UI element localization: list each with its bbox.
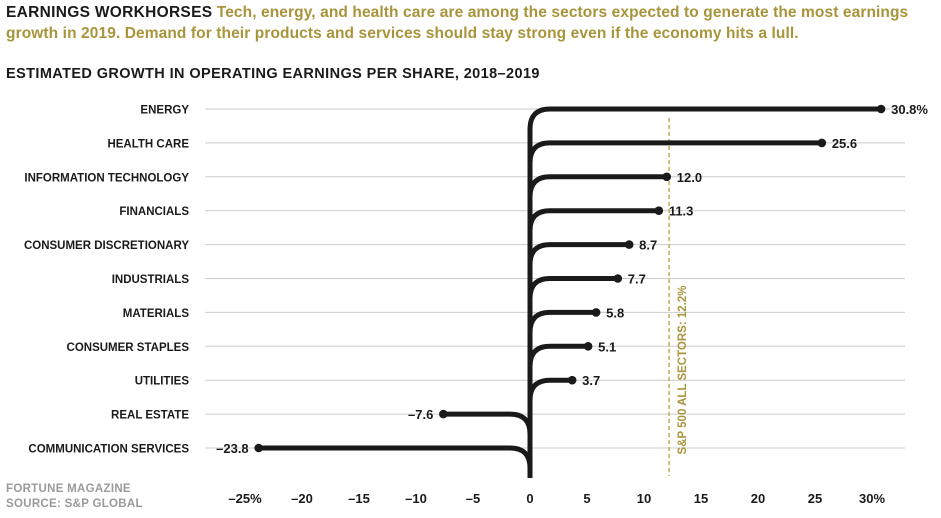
category-label: INDUSTRIALS xyxy=(112,274,190,286)
bar-endpoint xyxy=(662,172,672,182)
bar-endpoint xyxy=(876,104,886,114)
source-credit: SOURCE: S&P GLOBAL xyxy=(6,498,143,510)
bar-endpoint xyxy=(817,138,827,148)
data-label: 25.6 xyxy=(832,136,857,151)
x-tick-label: 30% xyxy=(859,491,885,506)
data-label: 8.7 xyxy=(639,238,657,253)
x-tick-label: 15 xyxy=(694,491,708,506)
bar xyxy=(258,445,533,474)
category-label: MATERIALS xyxy=(123,308,190,320)
intro-text: Tech, energy, and health care are among … xyxy=(6,4,909,42)
bar xyxy=(527,242,630,271)
data-label: –7.6 xyxy=(408,407,433,422)
data-label: –23.8 xyxy=(216,441,249,456)
bar-endpoint xyxy=(613,274,623,283)
bar-endpoint xyxy=(254,443,263,453)
bar xyxy=(527,343,589,373)
x-tick-label: 0 xyxy=(526,491,533,506)
x-tick-label: –15 xyxy=(348,491,370,506)
x-tick-label: 20 xyxy=(751,491,765,506)
x-tick-label: 10 xyxy=(637,491,651,506)
bar-endpoint xyxy=(583,342,593,351)
data-label: 30.8% xyxy=(891,102,928,117)
data-label: 3.7 xyxy=(582,373,600,388)
category-label: FINANCIALS xyxy=(119,206,189,218)
data-label: 7.7 xyxy=(628,272,646,287)
category-label: INFORMATION TECHNOLOGY xyxy=(24,172,189,184)
data-label: 5.8 xyxy=(606,305,624,320)
bar-endpoint xyxy=(624,240,634,249)
bar-endpoint xyxy=(591,308,601,317)
category-label: ENERGY xyxy=(140,105,189,117)
headline: EARNINGS WORKHORSES xyxy=(6,4,213,21)
category-label: COMMUNICATION SERVICES xyxy=(28,444,189,456)
bar-endpoint xyxy=(654,206,664,215)
bar-endpoint xyxy=(567,375,577,385)
publisher-credit: FORTUNE MAGAZINE xyxy=(6,483,131,495)
bar xyxy=(527,208,659,237)
x-tick-label: 25 xyxy=(808,491,822,506)
bar xyxy=(527,106,882,135)
chart-title: ESTIMATED GROWTH IN OPERATING EARNINGS P… xyxy=(6,66,540,82)
x-tick-label: 5 xyxy=(583,491,590,506)
x-tick-label: –25% xyxy=(228,491,262,506)
category-label: CONSUMER STAPLES xyxy=(67,342,190,354)
bar xyxy=(527,174,667,203)
data-label: 12.0 xyxy=(677,170,702,185)
reference-line-label: S&P 500 ALL SECTORS: 12.2% xyxy=(677,286,689,455)
bar xyxy=(527,377,573,407)
category-label: UTILITIES xyxy=(135,376,190,388)
data-label: 11.3 xyxy=(669,204,694,219)
bar-endpoint xyxy=(439,409,448,419)
chart-intro: EARNINGS WORKHORSES Tech, energy, and he… xyxy=(6,2,936,44)
category-label: REAL ESTATE xyxy=(111,410,189,422)
bar xyxy=(527,276,618,305)
category-label: CONSUMER DISCRETIONARY xyxy=(24,240,189,252)
data-label: 5.1 xyxy=(598,339,616,354)
x-tick-label: –10 xyxy=(405,491,427,506)
bar xyxy=(443,411,533,441)
x-tick-label: –5 xyxy=(466,491,480,506)
category-label: HEALTH CARE xyxy=(107,138,189,150)
bar xyxy=(527,140,822,169)
bar xyxy=(527,309,597,339)
x-tick-label: –20 xyxy=(291,491,313,506)
